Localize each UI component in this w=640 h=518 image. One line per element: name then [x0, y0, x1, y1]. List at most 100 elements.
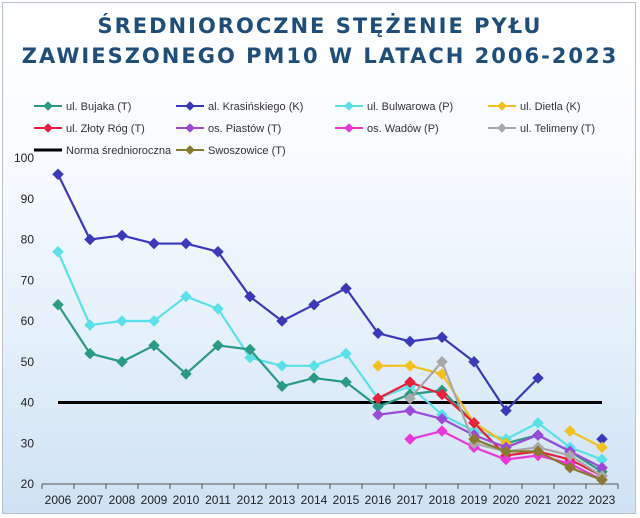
legend-marker — [497, 123, 507, 133]
data-point — [404, 392, 416, 405]
data-point — [404, 376, 416, 388]
data-point — [52, 245, 64, 258]
legend-item-os-piastow-t: os. Piastów (T) — [176, 123, 281, 135]
x-tick-label: 2020 — [493, 493, 520, 507]
legend-item-ul-bujaka-t: ul. Bujaka (T) — [34, 101, 131, 113]
y-tick-label: 40 — [21, 396, 35, 410]
data-point — [532, 372, 544, 384]
data-point — [52, 298, 64, 311]
chart-frame — [2, 2, 636, 514]
x-tick-label: 2013 — [269, 493, 296, 507]
data-point — [468, 433, 480, 446]
series-line — [569, 430, 603, 449]
data-point — [52, 168, 64, 181]
legend-marker — [344, 101, 354, 111]
data-point — [148, 315, 160, 327]
data-point — [564, 461, 576, 474]
legend-marker — [344, 123, 354, 133]
y-tick-label: 90 — [21, 192, 35, 206]
data-point — [436, 331, 448, 344]
data-point — [436, 388, 448, 401]
legend-item-ul-bulwarowa-p: ul. Bulwarowa (P) — [335, 101, 453, 113]
legend-item-ul-dietla-k: ul. Dietla (K) — [488, 101, 581, 113]
data-point — [212, 302, 224, 315]
data-point — [340, 282, 352, 295]
legend-label: Swoszowice (T) — [208, 145, 286, 157]
y-tick-label: 30 — [21, 436, 35, 450]
data-point — [276, 380, 288, 393]
legend-item-ul-telimeny-t: ul. Telimeny (T) — [488, 123, 595, 135]
data-point — [500, 445, 512, 458]
legend-label: ul. Bujaka (T) — [66, 101, 131, 113]
x-tick-label: 2021 — [525, 493, 552, 507]
data-point — [180, 290, 192, 303]
data-point — [148, 237, 160, 250]
data-point — [116, 229, 128, 242]
legend-item-ul-zloty-rog-t: ul. Złoty Róg (T) — [34, 123, 145, 135]
data-point — [564, 425, 576, 437]
data-point — [340, 347, 352, 360]
data-point — [404, 335, 416, 348]
data-point — [276, 315, 288, 327]
legend-marker — [43, 101, 53, 111]
y-tick-label: 60 — [21, 314, 35, 328]
series-line — [56, 251, 603, 461]
x-tick-label: 2017 — [397, 493, 424, 507]
data-point — [436, 425, 448, 437]
series-line — [377, 409, 603, 469]
data-point — [532, 445, 544, 458]
data-point — [404, 359, 416, 372]
data-point — [436, 355, 448, 368]
x-tick-label: 2018 — [429, 493, 456, 507]
legend-label: ul. Dietla (K) — [520, 101, 581, 113]
data-point — [308, 298, 320, 311]
data-point — [468, 355, 480, 368]
x-tick-label: 2012 — [237, 493, 264, 507]
x-tick-label: 2015 — [333, 493, 360, 507]
data-point — [404, 404, 416, 417]
series-line — [57, 304, 603, 473]
series-line — [57, 173, 539, 412]
legend-item-al-krasinskiego-k: al. Krasińskiego (K) — [176, 101, 303, 113]
chart-title-line-1: ŚREDNIOROCZNE STĘŻENIE PYŁU — [97, 14, 543, 38]
y-tick-label: 70 — [21, 273, 35, 287]
y-tick-label: 80 — [21, 233, 35, 247]
legend-marker — [185, 145, 195, 155]
data-point — [468, 417, 480, 429]
data-point — [116, 355, 128, 368]
x-tick-label: 2009 — [141, 493, 168, 507]
legend-label: ul. Bulwarowa (P) — [367, 101, 453, 113]
legend-label: ul. Telimeny (T) — [520, 123, 595, 135]
data-point — [308, 372, 320, 384]
x-tick-label: 2007 — [77, 493, 104, 507]
data-point — [596, 441, 608, 454]
x-tick-label: 2006 — [45, 493, 72, 507]
y-tick-label: 20 — [21, 477, 35, 491]
data-point — [84, 347, 96, 360]
series-swoszowice-t — [468, 433, 608, 486]
data-point — [276, 359, 288, 372]
data-point — [148, 339, 160, 352]
legend-marker — [497, 101, 507, 111]
data-point — [404, 433, 416, 446]
axes: 20 30 40 50 60 70 80 90 100 2006 2007 2008 2009 2010 2… — [14, 151, 619, 507]
data-point — [212, 245, 224, 258]
x-tick-label: 2023 — [589, 493, 616, 507]
data-point — [212, 339, 224, 352]
x-tick-label: 2011 — [205, 493, 231, 507]
data-point — [532, 417, 544, 429]
chart-title-line-2: ZAWIESZONEGO PM10 W LATACH 2006-2023 — [21, 44, 619, 68]
x-tick-label: 2008 — [109, 493, 136, 507]
data-point — [372, 359, 384, 372]
legend-item-os-wadow-p: os. Wadów (P) — [335, 123, 439, 135]
data-point — [564, 449, 576, 462]
legend-item-swoszowice-t: Swoszowice (T) — [176, 145, 286, 157]
data-point — [500, 453, 512, 466]
data-point — [180, 368, 192, 380]
data-point — [84, 319, 96, 331]
x-tick-label: 2016 — [365, 493, 392, 507]
legend-label: Norma średnioroczna — [66, 145, 172, 157]
x-tick-label: 2019 — [461, 493, 488, 507]
data-point — [436, 412, 448, 425]
